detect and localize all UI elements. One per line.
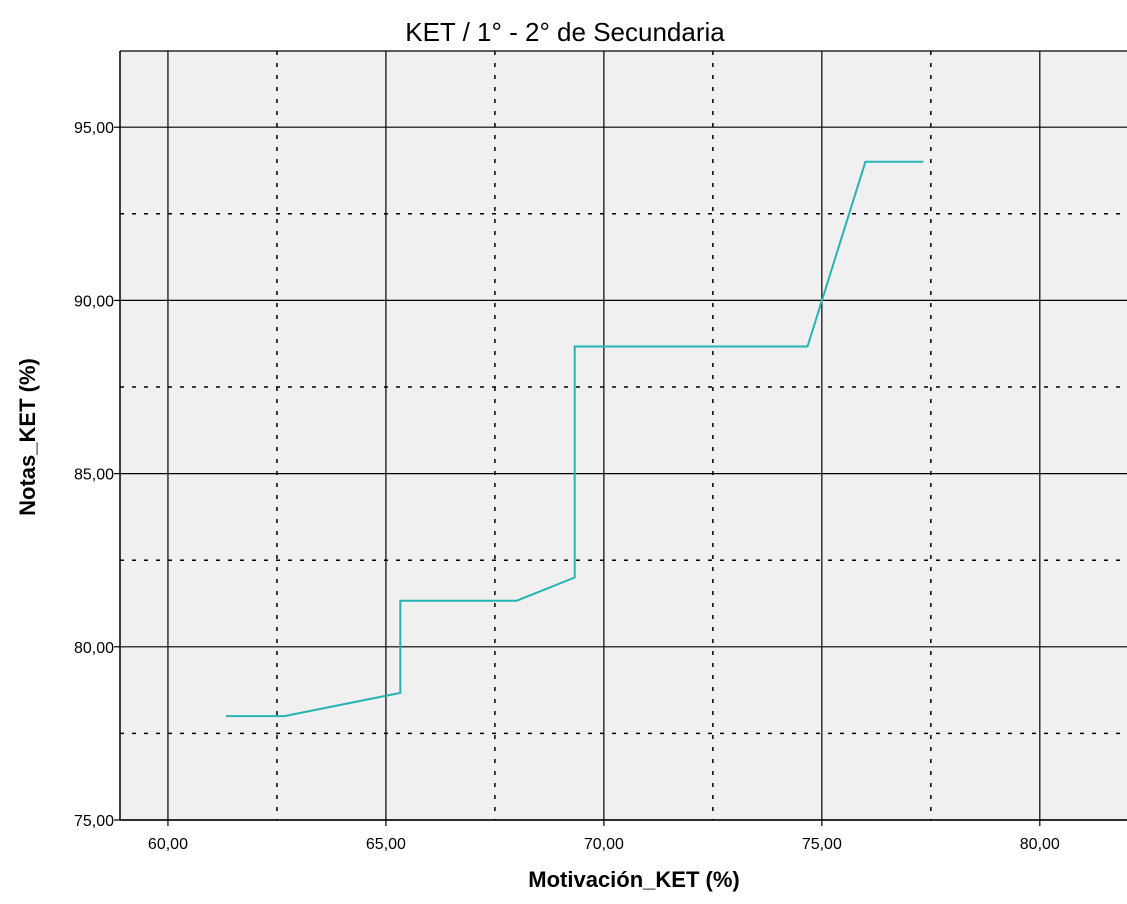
y-tick-label: 95,00 <box>74 120 114 137</box>
plot-background <box>120 51 1127 820</box>
y-tick-label: 85,00 <box>74 467 114 484</box>
x-axis-title: Motivación_KET (%) <box>528 867 739 892</box>
y-axis-ticks: 75,00 80,00 85,00 90,00 95,00 <box>74 120 120 830</box>
series-line <box>225 160 924 718</box>
plot-frame <box>119 50 1127 821</box>
x-tick-label: 60,00 <box>148 836 188 853</box>
x-axis-ticks: 60,00 65,00 70,00 75,00 80,00 <box>148 820 1060 853</box>
x-tick-label: 80,00 <box>1020 836 1060 853</box>
y-axis-title: Notas_KET (%) <box>15 358 40 516</box>
y-tick-label: 80,00 <box>74 640 114 657</box>
x-tick-label: 65,00 <box>366 836 406 853</box>
x-tick-label: 75,00 <box>802 836 842 853</box>
minor-grid <box>120 51 1127 820</box>
x-tick-label: 70,00 <box>584 836 624 853</box>
major-grid <box>120 51 1127 821</box>
plot-area <box>119 50 1127 821</box>
chart-title: KET / 1° - 2° de Secundaria <box>405 17 725 47</box>
y-tick-label: 75,00 <box>74 813 114 830</box>
y-tick-label: 90,00 <box>74 293 114 310</box>
